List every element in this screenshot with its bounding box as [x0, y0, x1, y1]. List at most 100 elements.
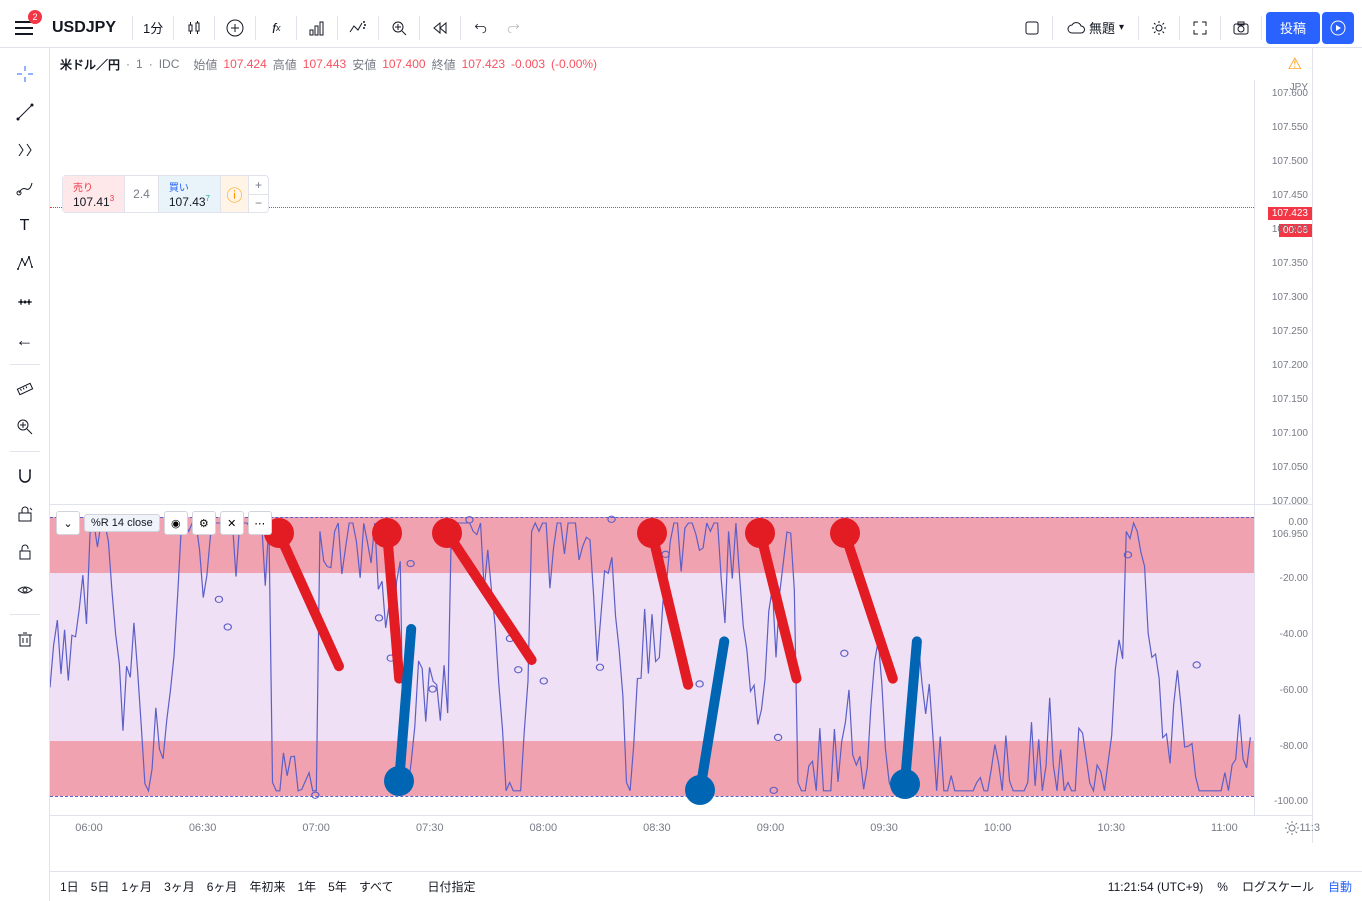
plus-button[interactable]: +: [249, 176, 268, 194]
range-button[interactable]: すべて: [359, 880, 394, 894]
buy-button[interactable]: 買い 107.437: [158, 176, 220, 212]
publish-menu-button[interactable]: [1322, 12, 1354, 44]
annotation-dot: [432, 518, 462, 548]
time-settings-button[interactable]: [1284, 820, 1300, 836]
price-tick: 107.300: [1272, 292, 1308, 303]
range-button[interactable]: 年初来: [249, 880, 285, 894]
sell-sup: 3: [110, 194, 114, 203]
sell-price: 107.41: [73, 195, 110, 209]
clock-display[interactable]: 11:21:54 (UTC+9): [1108, 880, 1204, 894]
time-axis[interactable]: 06:0006:3007:0007:3008:0008:3009:0009:30…: [50, 815, 1312, 843]
publish-button[interactable]: 投稿: [1266, 12, 1320, 44]
forecast-icon: [349, 19, 367, 37]
fx-icon: fx: [267, 19, 285, 37]
main-chart[interactable]: JPY 107.423 00:06 107.600107.550107.5001…: [50, 80, 1312, 505]
sell-button[interactable]: 売り 107.413: [63, 176, 125, 212]
price-current-badge: 107.423: [1268, 207, 1312, 220]
zoom-tool[interactable]: [5, 409, 45, 445]
time-tick: 06:00: [75, 822, 103, 834]
time-tick: 08:00: [530, 822, 558, 834]
close-label: 終値: [432, 56, 456, 73]
magnet-tool[interactable]: [5, 458, 45, 494]
plus-circle-icon: [226, 19, 244, 37]
change-value: -0.003: [511, 57, 545, 71]
collapse-button[interactable]: ⌄: [56, 511, 80, 535]
indicator-settings-button[interactable]: ⚙: [192, 511, 216, 535]
info-button[interactable]: ⓘ: [220, 176, 248, 212]
redo-button[interactable]: [497, 12, 529, 44]
add-button[interactable]: [219, 12, 251, 44]
sell-label: 売り: [73, 179, 114, 194]
replay-button[interactable]: [383, 12, 415, 44]
undo-button[interactable]: [465, 12, 497, 44]
indicators-button[interactable]: fx: [260, 12, 292, 44]
interval-selector[interactable]: 1分: [137, 12, 169, 44]
time-tick: 06:30: [189, 822, 217, 834]
range-button[interactable]: 5年: [328, 880, 347, 894]
snapshot-button[interactable]: [1225, 12, 1257, 44]
indicator-more-button[interactable]: ⋯: [248, 511, 272, 535]
indicator-axis[interactable]: 0.00-20.00-40.00-60.00-80.00-100.00: [1254, 505, 1312, 815]
annotation-dot: [830, 518, 860, 548]
price-axis[interactable]: JPY 107.423 00:06 107.600107.550107.5001…: [1254, 80, 1312, 504]
cursor-tool[interactable]: [5, 56, 45, 92]
indicator-tick: -80.00: [1280, 741, 1308, 752]
lock-drawing-tool[interactable]: [5, 496, 45, 532]
indicator-tick: 0.00: [1289, 517, 1308, 528]
symbol-label[interactable]: USDJPY: [52, 19, 116, 37]
goto-date-button[interactable]: 日付指定: [428, 878, 476, 895]
trendline-tool[interactable]: [5, 94, 45, 130]
chart-canvas[interactable]: [50, 80, 1254, 504]
fullscreen-button[interactable]: [1184, 12, 1216, 44]
price-tick: 107.400: [1272, 224, 1308, 235]
info-icon: ⓘ: [226, 182, 242, 206]
pct-button[interactable]: %: [1217, 880, 1228, 894]
range-button[interactable]: 1日: [60, 880, 79, 894]
indicator-name[interactable]: %R 14 close: [84, 514, 160, 532]
templates-button[interactable]: [301, 12, 333, 44]
price-tick: 107.450: [1272, 190, 1308, 201]
chart-area: 米ドル／円 · 1 · IDC 始値107.424 高値107.443 安値10…: [50, 48, 1312, 843]
rewind-button[interactable]: [424, 12, 456, 44]
range-button[interactable]: 6ヶ月: [207, 880, 238, 894]
zoom-stepper: + −: [248, 176, 268, 212]
range-button[interactable]: 1年: [297, 880, 316, 894]
indicator-close-button[interactable]: ✕: [220, 511, 244, 535]
settings-button[interactable]: [1143, 12, 1175, 44]
low-label: 安値: [352, 56, 376, 73]
fib-tool[interactable]: [5, 132, 45, 168]
candle-style-button[interactable]: [178, 12, 210, 44]
alert-button[interactable]: [342, 12, 374, 44]
trash-tool[interactable]: [5, 621, 45, 657]
forecast-tool[interactable]: [5, 284, 45, 320]
pattern-tool[interactable]: [5, 246, 45, 282]
range-button[interactable]: 3ヶ月: [164, 880, 195, 894]
chevron-down-icon: ▾: [1119, 22, 1124, 33]
price-tick: 107.600: [1272, 88, 1308, 99]
drawing-toolbar: T ←: [0, 48, 50, 901]
price-tick: 107.150: [1272, 394, 1308, 405]
back-tool[interactable]: ←: [5, 322, 45, 358]
visibility-button[interactable]: ◉: [164, 511, 188, 535]
eye-tool[interactable]: [5, 572, 45, 608]
indicator-panel[interactable]: ⌄ %R 14 close ◉ ⚙ ✕ ⋯ 0.00-20.00-40.00-6…: [50, 505, 1312, 815]
indicator-canvas[interactable]: [50, 505, 1254, 815]
candlestick-icon: [185, 19, 203, 37]
high-value: 107.443: [303, 57, 346, 71]
price-tick: 107.250: [1272, 326, 1308, 337]
lock-tool[interactable]: [5, 534, 45, 570]
brush-tool[interactable]: [5, 170, 45, 206]
range-button[interactable]: 1ヶ月: [121, 880, 152, 894]
rewind-icon: [431, 19, 449, 37]
ruler-tool[interactable]: [5, 371, 45, 407]
menu-button[interactable]: 2: [8, 12, 40, 44]
auto-scale-button[interactable]: 自動: [1328, 878, 1352, 895]
warning-icon[interactable]: ⚠: [1288, 54, 1302, 74]
layout-button[interactable]: [1016, 12, 1048, 44]
range-button[interactable]: 5日: [91, 880, 110, 894]
minus-button[interactable]: −: [249, 194, 268, 213]
save-layout-button[interactable]: 無題 ▾: [1057, 12, 1134, 44]
time-tick: 09:00: [757, 822, 785, 834]
text-tool[interactable]: T: [5, 208, 45, 244]
log-scale-button[interactable]: ログスケール: [1242, 878, 1314, 895]
